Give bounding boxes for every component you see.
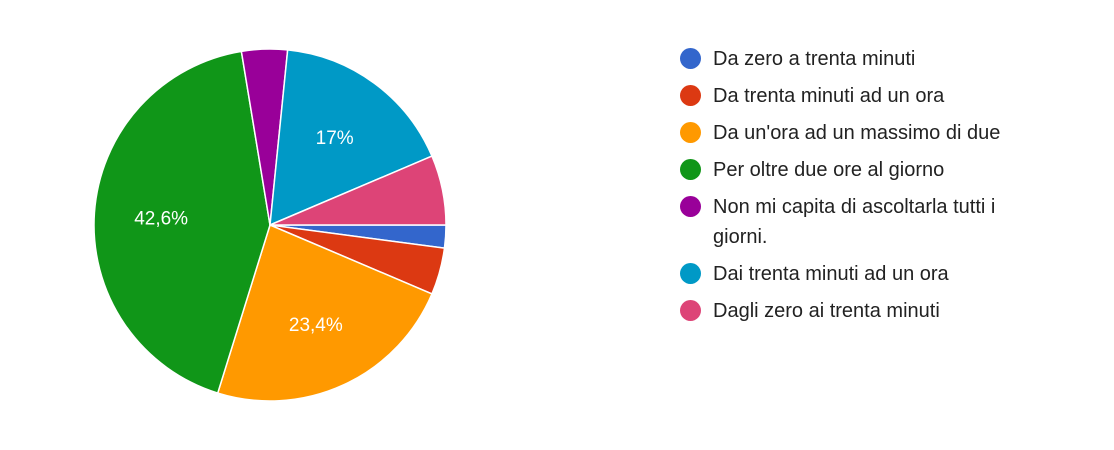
- legend-item: Da trenta minuti ad un ora: [680, 81, 1100, 111]
- legend-label: Da un'ora ad un massimo di due: [713, 122, 1001, 144]
- legend-label: Da trenta minuti ad un ora: [713, 85, 945, 107]
- legend-item: Per oltre due ore al giorno: [680, 155, 1100, 185]
- legend-swatch-icon: [680, 122, 701, 143]
- slice-label-2: 23,4%: [289, 315, 343, 336]
- legend-swatch-icon: [680, 196, 701, 217]
- legend-label: Per oltre due ore al giorno: [713, 159, 945, 181]
- pie-slice-3: [93, 50, 271, 394]
- chart-legend: Da zero a trenta minuti Da trenta minuti …: [680, 44, 1100, 333]
- legend-swatch-icon: [680, 159, 701, 180]
- legend-label: Non mi capita di ascoltarla tutti i gior…: [713, 196, 996, 248]
- pie-chart: 23,4% 42,6% 17%: [93, 48, 447, 402]
- slice-label-5: 17%: [316, 128, 354, 149]
- legend-item: Da un'ora ad un massimo di due: [680, 118, 1100, 148]
- legend-label: Dai trenta minuti ad un ora: [713, 263, 949, 285]
- legend-label: Da zero a trenta minuti: [713, 48, 916, 70]
- legend-swatch-icon: [680, 263, 701, 284]
- legend-item: Da zero a trenta minuti: [680, 44, 1100, 74]
- slice-label-3: 42,6%: [134, 208, 188, 229]
- pie-slice-2: [216, 223, 433, 402]
- legend-swatch-icon: [680, 300, 701, 321]
- legend-item: Dagli zero ai trenta minuti: [680, 296, 1100, 326]
- legend-label: Dagli zero ai trenta minuti: [713, 300, 940, 322]
- legend-swatch-icon: [680, 85, 701, 106]
- legend-item: Dai trenta minuti ad un ora: [680, 259, 1100, 289]
- legend-swatch-icon: [680, 48, 701, 69]
- pie-slice-5: [269, 49, 433, 227]
- pie-slice-6: [269, 155, 447, 226]
- legend-item: Non mi capita di ascoltarla tutti i gior…: [680, 192, 1100, 252]
